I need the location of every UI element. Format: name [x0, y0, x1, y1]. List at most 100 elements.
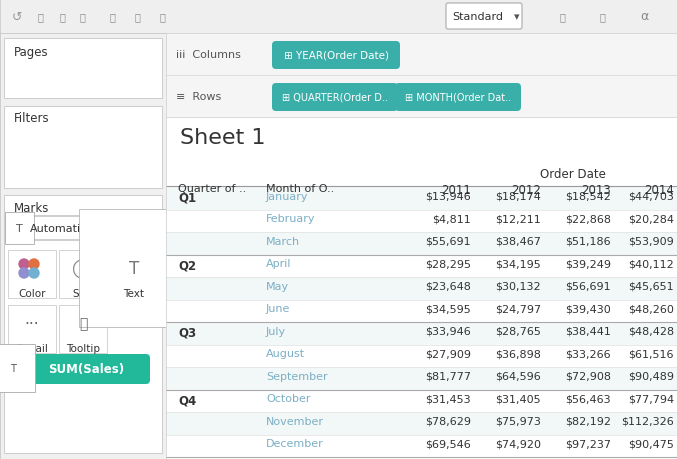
Text: Order Date: Order Date [540, 168, 605, 180]
Text: ⬛: ⬛ [600, 12, 606, 22]
Text: $72,908: $72,908 [565, 371, 611, 381]
Text: November: November [266, 416, 324, 426]
Text: $78,629: $78,629 [425, 416, 471, 426]
Bar [110, 251, 158, 298]
Bar [166, 233, 677, 255]
Circle shape [29, 269, 39, 279]
Text: June: June [266, 304, 290, 314]
Text: ⊞ YEAR(Order Date): ⊞ YEAR(Order Date) [284, 51, 389, 61]
Text: $97,237: $97,237 [565, 438, 611, 448]
Text: Standard: Standard [452, 12, 503, 22]
Text: Sheet 1: Sheet 1 [180, 128, 265, 148]
Text: $48,428: $48,428 [628, 326, 674, 336]
Text: September: September [266, 371, 328, 381]
Text: iii  Columns: iii Columns [176, 50, 241, 60]
Text: $38,441: $38,441 [565, 326, 611, 336]
Text: α: α [640, 11, 649, 23]
FancyBboxPatch shape [395, 84, 521, 112]
Text: ▾: ▾ [514, 12, 520, 22]
Text: Text: Text [123, 288, 144, 298]
Text: $34,595: $34,595 [425, 304, 471, 314]
Text: $18,174: $18,174 [495, 191, 541, 202]
Text: $82,192: $82,192 [565, 416, 611, 426]
Bar [166, 277, 677, 300]
Bar [166, 412, 677, 435]
Text: $4,811: $4,811 [432, 214, 471, 224]
Text: Detail: Detail [16, 343, 47, 353]
Text: $12,211: $12,211 [496, 214, 541, 224]
Text: August: August [266, 349, 305, 359]
Text: 2011: 2011 [441, 184, 471, 196]
Text: ▾: ▾ [150, 224, 156, 234]
Bar [59, 305, 107, 353]
Text: Pages: Pages [14, 46, 49, 59]
Text: ≡  Rows: ≡ Rows [176, 92, 221, 102]
Text: $24,797: $24,797 [495, 304, 541, 314]
Text: $61,516: $61,516 [628, 349, 674, 359]
Text: ⬛: ⬛ [80, 12, 86, 22]
Text: $30,132: $30,132 [496, 281, 541, 291]
Text: ···: ··· [24, 316, 39, 331]
Circle shape [19, 259, 29, 269]
Text: $13,946: $13,946 [425, 191, 471, 202]
Text: $27,909: $27,909 [425, 349, 471, 359]
Bar [166, 300, 677, 322]
Text: March: March [266, 236, 300, 246]
Text: $56,691: $56,691 [565, 281, 611, 291]
Text: $31,453: $31,453 [425, 394, 471, 403]
FancyBboxPatch shape [272, 42, 400, 70]
Bar [166, 390, 677, 412]
Bar [166, 210, 677, 233]
Bar [166, 188, 677, 210]
Text: $28,765: $28,765 [495, 326, 541, 336]
Text: $22,868: $22,868 [565, 214, 611, 224]
Bar [166, 345, 677, 367]
Text: ⊞ MONTH(Order Dat..: ⊞ MONTH(Order Dat.. [405, 93, 511, 103]
Text: $33,946: $33,946 [425, 326, 471, 336]
Text: $45,651: $45,651 [628, 281, 674, 291]
Text: Marks: Marks [14, 202, 49, 214]
Bar [4, 107, 162, 189]
Text: 2014: 2014 [644, 184, 674, 196]
Text: $77,794: $77,794 [628, 394, 674, 403]
Text: Color: Color [18, 288, 46, 298]
Bar [4, 196, 162, 453]
Text: Quarter of ..: Quarter of .. [178, 184, 246, 194]
Text: ⬛: ⬛ [38, 12, 44, 22]
Text: $44,703: $44,703 [628, 191, 674, 202]
Text: $28,295: $28,295 [425, 259, 471, 269]
Text: January: January [266, 191, 309, 202]
Bar [166, 367, 677, 390]
Text: ⬛: ⬛ [110, 12, 116, 22]
Text: $53,909: $53,909 [628, 236, 674, 246]
Text: ⬛: ⬛ [160, 12, 166, 22]
Text: Size: Size [72, 288, 93, 298]
Text: Q4: Q4 [178, 394, 196, 407]
FancyBboxPatch shape [8, 217, 158, 241]
Text: $31,405: $31,405 [496, 394, 541, 403]
Bar [59, 251, 107, 298]
Text: ↺: ↺ [12, 11, 22, 23]
Text: Q3: Q3 [178, 326, 196, 339]
Text: Q2: Q2 [178, 259, 196, 272]
Circle shape [19, 269, 29, 279]
Text: 💬: 💬 [79, 316, 87, 330]
Text: ⬛: ⬛ [135, 12, 141, 22]
Bar [4, 39, 162, 99]
Text: December: December [266, 438, 324, 448]
Text: July: July [266, 326, 286, 336]
Text: $55,691: $55,691 [425, 236, 471, 246]
Text: 2012: 2012 [511, 184, 541, 196]
Text: $33,266: $33,266 [565, 349, 611, 359]
Text: $64,596: $64,596 [496, 371, 541, 381]
Text: February: February [266, 214, 315, 224]
Circle shape [29, 259, 39, 269]
Text: $69,546: $69,546 [425, 438, 471, 448]
Text: $75,973: $75,973 [495, 416, 541, 426]
Text: $90,489: $90,489 [628, 371, 674, 381]
Text: T: T [10, 363, 16, 373]
Text: $40,112: $40,112 [628, 259, 674, 269]
Text: $51,186: $51,186 [565, 236, 611, 246]
Text: $112,326: $112,326 [621, 416, 674, 426]
Text: October: October [266, 394, 311, 403]
